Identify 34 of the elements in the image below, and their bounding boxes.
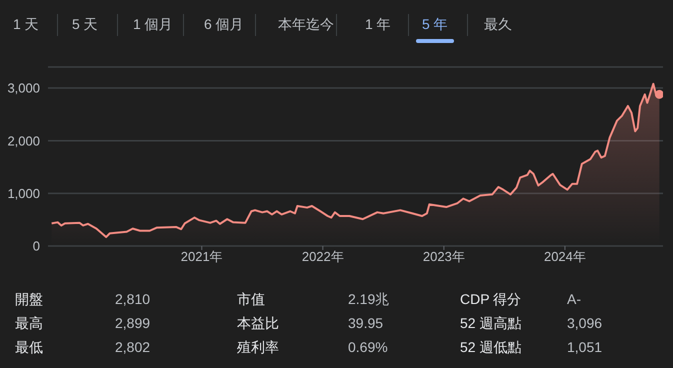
text: 本年迄今: [278, 16, 334, 34]
text: A-: [567, 291, 581, 307]
text: 1 個月: [133, 16, 173, 34]
text: 2,802: [115, 339, 150, 355]
text: 0.69%: [348, 339, 388, 355]
text: 5 天: [72, 16, 98, 34]
text: 最低: [15, 339, 43, 357]
text: 殖利率: [237, 339, 279, 357]
text: 開盤: [15, 291, 43, 309]
text: 52 週低點: [460, 339, 522, 357]
x-tick-label: 2021年: [180, 249, 223, 264]
text: 1,051: [567, 339, 602, 355]
text: 最久: [484, 16, 512, 34]
y-tick-label: 1,000: [7, 186, 40, 201]
text: 5 年: [422, 16, 448, 34]
text: 6 個月: [204, 16, 244, 34]
text: 1 年: [365, 16, 391, 34]
text: 2,810: [115, 291, 150, 307]
text: 1 天: [13, 16, 39, 34]
x-tick-label: 2022年: [302, 249, 344, 264]
text: 2.19兆: [348, 291, 390, 309]
text: 本益比: [237, 315, 279, 333]
text: 3,096: [567, 315, 602, 331]
text: 2,899: [115, 315, 150, 331]
y-tick-label: 2,000: [7, 133, 40, 148]
x-tick-label: 2023年: [422, 249, 465, 264]
text: 市值: [237, 291, 265, 309]
y-tick-label: 3,000: [7, 80, 40, 96]
x-tick-label: 2024年: [544, 249, 586, 264]
text: 39.95: [348, 315, 384, 331]
text: CDP 得分: [460, 291, 522, 309]
y-tick-label: 0: [32, 238, 40, 254]
text: 最高: [15, 315, 43, 333]
text: 52 週高點: [460, 315, 522, 333]
